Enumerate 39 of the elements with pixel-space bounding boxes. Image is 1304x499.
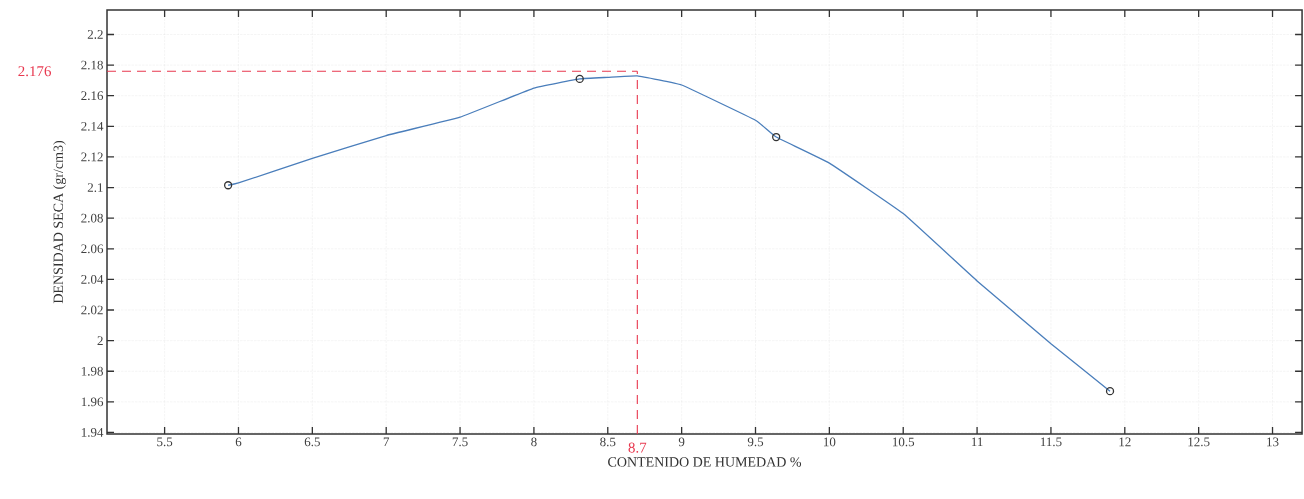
y-tick-label: 2.04 (81, 274, 104, 284)
x-tick-label: 10 (824, 437, 836, 447)
x-tick-label: 9 (678, 437, 685, 447)
x-tick-label: 5.5 (157, 437, 173, 447)
x-tick-label: 8 (531, 437, 537, 447)
y-tick-label: 2.08 (81, 213, 103, 223)
y-tick-label: 2.02 (81, 305, 103, 315)
x-tick-label: 9.5 (747, 437, 764, 447)
y-tick-label: 2.14 (81, 121, 104, 131)
y-tick-label: 2.18 (81, 60, 103, 70)
x-tick-label: 7 (383, 437, 390, 447)
y-tick-label: 2.2 (87, 30, 103, 39)
x-tick-label: 10.5 (892, 437, 915, 447)
y-tick-label: 2.06 (81, 244, 104, 254)
y-tick-label: 2.12 (81, 152, 103, 162)
y-tick-label: 2 (97, 336, 103, 345)
point (575, 74, 584, 84)
y-tick-label: 2.16 (81, 91, 104, 101)
ref-line-label: 8.7 (628, 442, 647, 453)
x-tick-label: 7.5 (452, 437, 468, 447)
point (223, 181, 233, 190)
x-tick-label: 13 (1267, 437, 1279, 447)
y-tick-label: 1.98 (81, 366, 103, 376)
x-axis-title: CONTENIDO DE HUMEDAD % (608, 457, 802, 467)
point (772, 132, 781, 142)
y-tick-label: 1.94 (81, 428, 104, 437)
y-axis-title: DENSIDAD SECA (gr/cm3) (53, 140, 66, 304)
point (1105, 386, 1115, 396)
x-tick-label: 12.5 (1188, 437, 1210, 447)
line-series (227, 75, 1111, 392)
ref-line-label: 2.176 (18, 66, 52, 77)
y-tick-label: 1.96 (81, 397, 104, 407)
x-tick-label: 6.5 (304, 437, 320, 447)
x-tick-label: 8.5 (600, 437, 616, 447)
x-tick-label: 11 (971, 437, 983, 447)
y-tick-label: 2.1 (87, 183, 103, 192)
x-tick-label: 12 (1119, 437, 1131, 447)
x-tick-label: 11.5 (1040, 437, 1062, 447)
x-tick-label: 6 (235, 437, 242, 447)
